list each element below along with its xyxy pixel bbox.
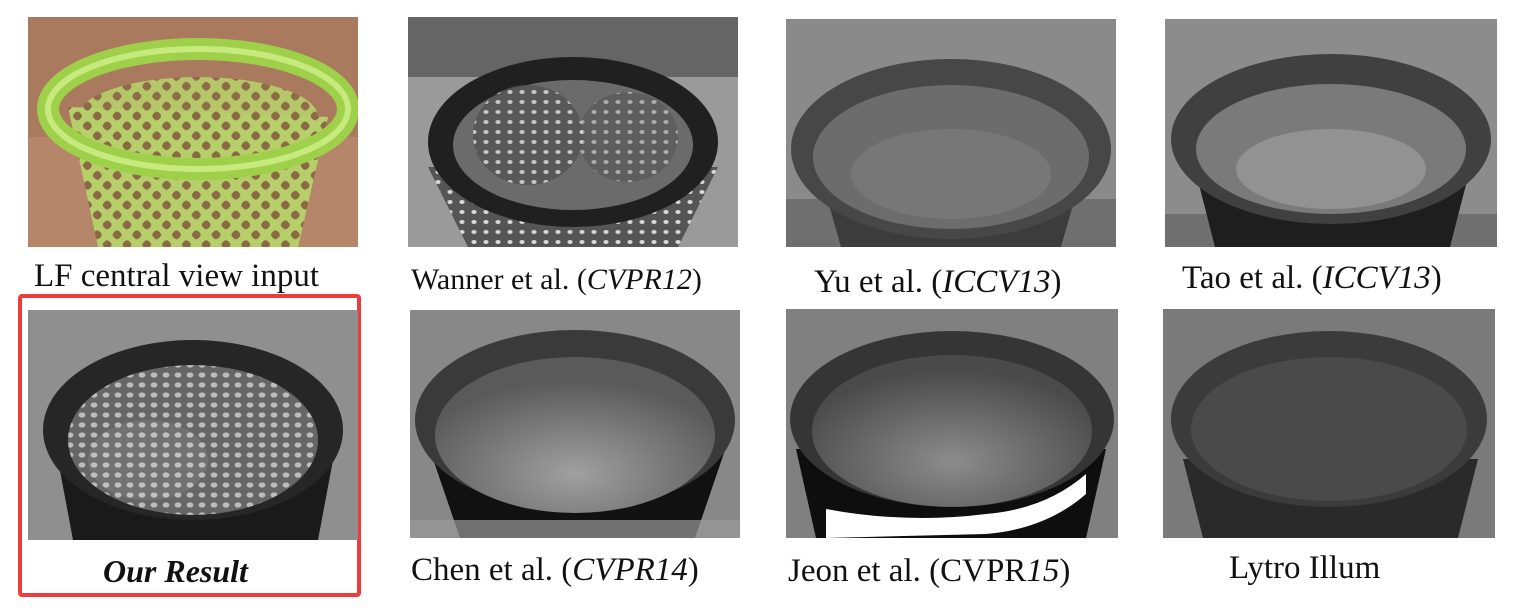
tao-depth-image bbox=[1165, 19, 1497, 247]
caption-lytro: Lytro Illum bbox=[1229, 550, 1381, 586]
our-result-highlight-box bbox=[18, 294, 361, 597]
jeon-depth-image bbox=[786, 309, 1118, 538]
caption-jeon: Jeon et al. (CVPR15) bbox=[788, 553, 1071, 589]
wanner-depth-image bbox=[408, 17, 738, 247]
lytro-depth-image bbox=[1163, 309, 1495, 538]
caption-our-result: Our Result bbox=[103, 553, 248, 589]
lf-central-view-image bbox=[28, 17, 358, 247]
chen-depth-image bbox=[410, 310, 740, 538]
yu-depth-image bbox=[786, 19, 1116, 247]
caption-wanner: Wanner et al. (CVPR12) bbox=[411, 263, 702, 296]
caption-lf-input: LF central view input bbox=[34, 258, 320, 294]
our-result-depth-image bbox=[28, 310, 358, 540]
caption-chen: Chen et al. (CVPR14) bbox=[411, 552, 699, 588]
caption-yu: Yu et al. (ICCV13) bbox=[814, 264, 1062, 300]
caption-tao: Tao et al. (ICCV13) bbox=[1182, 260, 1442, 296]
